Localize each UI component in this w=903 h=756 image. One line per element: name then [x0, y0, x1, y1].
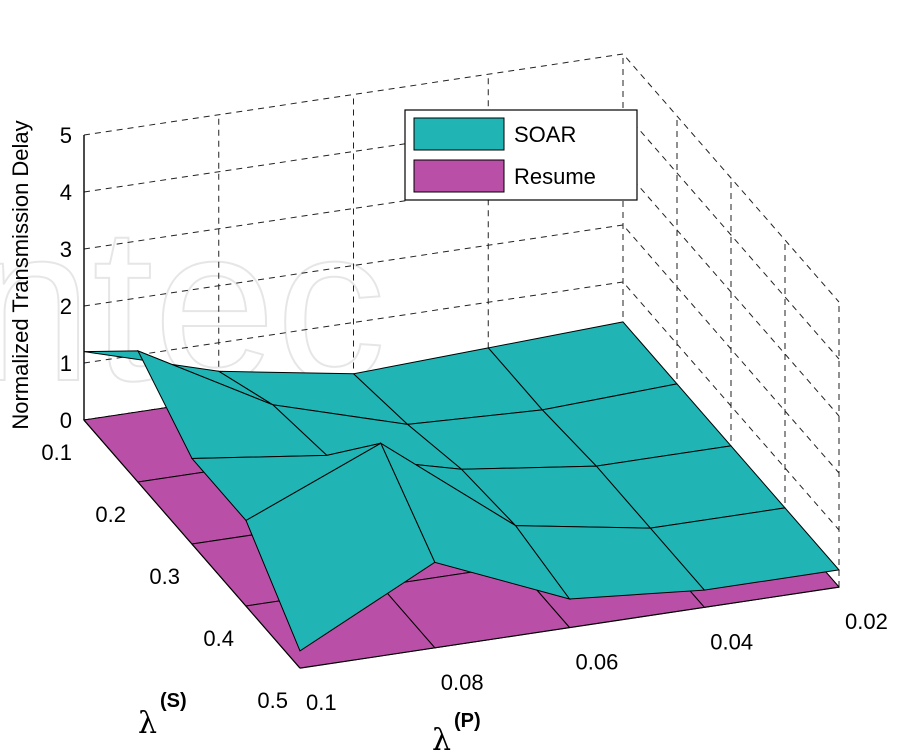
y-tick-label: 0.1: [41, 440, 72, 465]
z-axis-label: Normalized Transmission Delay: [8, 120, 33, 429]
z-tick-label: 5: [60, 123, 72, 148]
legend-swatch-resume: [413, 159, 505, 193]
y-tick-label: 0.2: [95, 502, 126, 527]
z-tick-label: 1: [60, 351, 72, 376]
grid-line-z: [83, 53, 840, 303]
x-tick-label: 0.08: [441, 670, 484, 695]
x-axis-label-superscript: (P): [454, 710, 481, 732]
grid-line-z: [83, 110, 840, 360]
z-tick-label: 3: [60, 237, 72, 262]
z-tick-label: 4: [60, 180, 72, 205]
x-axis-label: λ: [432, 723, 451, 756]
y-tick-label: 0.5: [257, 688, 288, 713]
surface-patch: [245, 442, 436, 652]
legend-label-soar: SOAR: [514, 122, 576, 147]
legend: SOAR Resume: [404, 109, 638, 201]
surfaces: [83, 321, 840, 669]
z-tick-label: 2: [60, 294, 72, 319]
x-tick-label: 0.04: [710, 629, 753, 654]
y-axis-label: λ: [138, 706, 157, 741]
legend-label-resume: Resume: [514, 164, 596, 189]
z-tick-label: 0: [60, 408, 72, 433]
y-axis-label-superscript: (S): [160, 690, 187, 712]
axis-labels: 0 1 2 3 4 5 0.1 0.2 0.3 0.4 0.5 0.02 0.04 0.06 0.08 0.1…: [8, 120, 888, 756]
grid-line-z: [83, 224, 840, 474]
series-soar-surface: [83, 321, 840, 652]
x-tick-label: 0.1: [306, 690, 337, 715]
grid-line-z: [83, 167, 840, 417]
y-tick-label: 0.4: [203, 626, 234, 651]
legend-swatch-soar: [413, 117, 505, 151]
y-tick-label: 0.3: [149, 564, 180, 589]
grid-line-z: [83, 281, 840, 531]
x-tick-label: 0.06: [576, 650, 619, 675]
x-tick-label: 0.02: [845, 609, 888, 634]
